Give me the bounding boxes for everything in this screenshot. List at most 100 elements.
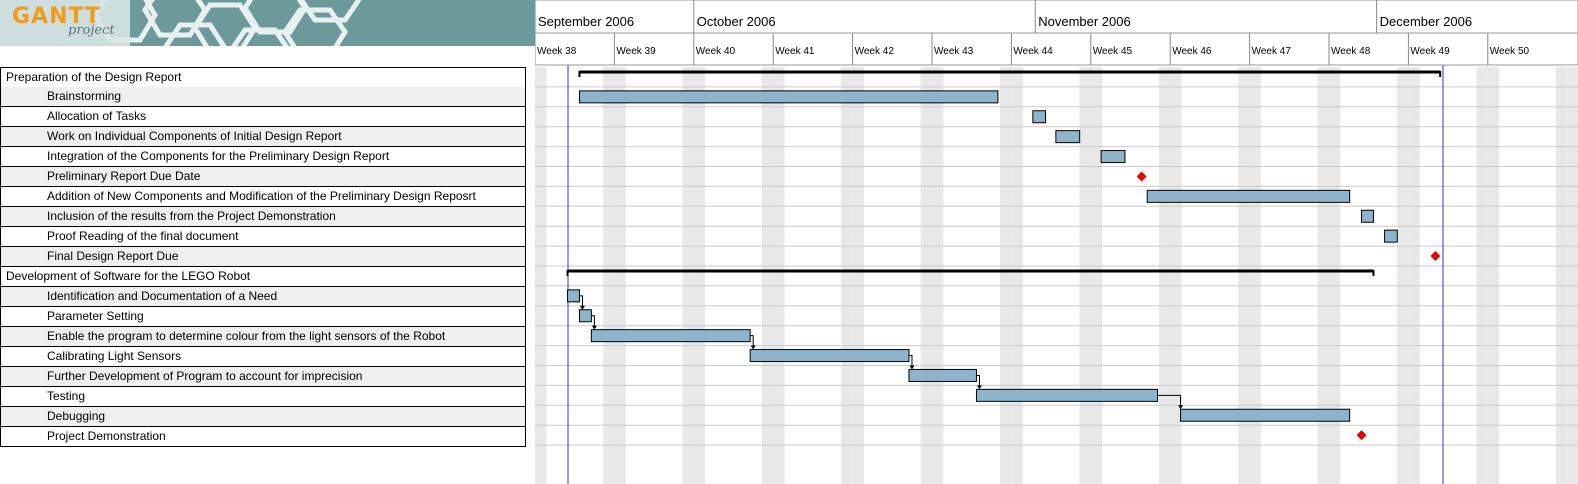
- dependency-arrow: [1157, 394, 1182, 407]
- task-name: Proof Reading of the final document: [47, 229, 239, 243]
- task-bar: [1146, 189, 1351, 203]
- week-label: Week 46: [1172, 46, 1212, 57]
- task-group-row[interactable]: Development of Software for the LEGO Rob…: [0, 267, 526, 287]
- dependency-arrowhead: [1178, 405, 1184, 410]
- gantt-chart-canvas: [535, 0, 1578, 484]
- weekend-stripe: [682, 67, 694, 484]
- week-label: Week 44: [1013, 46, 1053, 57]
- week-label: Week 42: [854, 46, 894, 57]
- task-name: Parameter Setting: [47, 309, 144, 323]
- task-bar: [908, 368, 977, 382]
- task-bar: [1384, 229, 1398, 243]
- task-row[interactable]: Integration of the Components for the Pr…: [0, 147, 526, 167]
- weekend-stripe: [1408, 67, 1420, 484]
- task-bar: [1361, 209, 1374, 223]
- weekend-stripe: [1397, 67, 1409, 484]
- weekend-stripe: [693, 67, 706, 484]
- task-row[interactable]: Addition of New Components and Modificat…: [0, 187, 526, 207]
- task-row[interactable]: Inclusion of the results from the Projec…: [0, 207, 526, 227]
- task-row[interactable]: Identification and Documentation of a Ne…: [0, 287, 526, 307]
- weekend-stripe: [1329, 67, 1341, 484]
- weekend-stripe: [1567, 67, 1578, 484]
- weekend-stripe: [1476, 67, 1488, 484]
- task-name: Project Demonstration: [47, 429, 166, 443]
- task-row[interactable]: Final Design Report Due: [0, 247, 526, 267]
- task-bar: [749, 349, 910, 363]
- dependency-arrowhead: [591, 325, 597, 330]
- weekend-stripe: [932, 67, 944, 484]
- task-bar: [1032, 110, 1047, 124]
- task-row[interactable]: Proof Reading of the final document: [0, 227, 526, 247]
- weekend-stripe: [761, 67, 774, 484]
- weekend-stripe: [1011, 67, 1023, 484]
- task-name: Development of Software for the LEGO Rob…: [6, 269, 251, 283]
- weekend-stripe: [852, 67, 864, 484]
- dependency-arrow: [750, 335, 754, 347]
- dependency-arrow: [579, 295, 583, 307]
- task-name: Further Development of Program to accoun…: [47, 369, 363, 383]
- task-name: Allocation of Tasks: [47, 109, 147, 123]
- task-name: Preliminary Report Due Date: [47, 169, 201, 183]
- weekend-stripe: [603, 67, 615, 484]
- task-name: Calibrating Light Sensors: [47, 349, 182, 363]
- task-bar: [1180, 408, 1351, 422]
- task-name: Inclusion of the results from the Projec…: [47, 209, 336, 223]
- dependency-arrowhead: [579, 305, 585, 310]
- task-name: Testing: [47, 389, 86, 403]
- task-name: Brainstorming: [47, 89, 122, 103]
- dependency-arrow: [591, 315, 595, 327]
- weekend-stripe: [920, 67, 932, 484]
- month-label: November 2006: [1038, 14, 1131, 29]
- milestone-marker: [1430, 251, 1441, 262]
- task-name: Work on Individual Components of Initial…: [47, 129, 342, 143]
- task-row[interactable]: Debugging: [0, 407, 526, 427]
- week-label: Week 39: [616, 46, 656, 57]
- dependency-arrowhead: [976, 385, 982, 390]
- weekend-stripe: [614, 67, 626, 484]
- dependency-arrow: [908, 355, 913, 367]
- task-row[interactable]: Parameter Setting: [0, 307, 526, 327]
- task-row[interactable]: Further Development of Program to accoun…: [0, 367, 526, 387]
- task-row[interactable]: Testing: [0, 387, 526, 407]
- task-row[interactable]: Project Demonstration: [0, 427, 526, 447]
- week-label: Week 49: [1410, 46, 1450, 57]
- task-bar: [578, 90, 999, 104]
- logo-brand-text: GANTT: [12, 4, 102, 29]
- task-name: Identification and Documentation of a Ne…: [47, 289, 278, 303]
- task-name: Addition of New Components and Modificat…: [47, 189, 476, 203]
- week-label: Week 43: [934, 46, 974, 57]
- weekend-stripe: [773, 67, 785, 484]
- task-row[interactable]: Enable the program to determine colour f…: [0, 327, 526, 347]
- task-row[interactable]: Preliminary Report Due Date: [0, 167, 526, 187]
- task-name: Enable the program to determine colour f…: [47, 329, 446, 343]
- task-group-row[interactable]: Preparation of the Design Report: [0, 67, 526, 88]
- task-bar: [590, 329, 751, 343]
- weekend-stripe: [1238, 67, 1250, 484]
- task-bar: [567, 289, 580, 303]
- dependency-arrowhead: [750, 345, 756, 350]
- month-label: September 2006: [538, 14, 635, 29]
- month-label: December 2006: [1379, 14, 1473, 29]
- week-label: Week 48: [1331, 46, 1371, 57]
- task-name: Preparation of the Design Report: [6, 70, 182, 84]
- weekend-stripe: [1158, 67, 1171, 484]
- week-label: Week 38: [537, 46, 577, 57]
- task-row[interactable]: Work on Individual Components of Initial…: [0, 127, 526, 147]
- month-label: October 2006: [696, 14, 776, 29]
- task-name: Final Design Report Due: [47, 249, 179, 263]
- task-row[interactable]: Allocation of Tasks: [0, 107, 526, 127]
- milestone-marker: [1356, 430, 1367, 441]
- week-label: Week 47: [1251, 46, 1291, 57]
- week-label: Week 50: [1489, 46, 1530, 57]
- task-row[interactable]: Brainstorming: [0, 87, 526, 107]
- task-row[interactable]: Calibrating Light Sensors: [0, 347, 526, 367]
- week-label: Week 40: [695, 46, 736, 57]
- gantt-chart: September 2006 October 2006 November 2006 D…: [535, 0, 1578, 484]
- hexagon-pattern-icon: [0, 0, 362, 46]
- week-header: [535, 32, 1578, 66]
- weekend-stripe: [1000, 67, 1012, 484]
- task-bar: [1055, 130, 1081, 144]
- logo-sub-text: project: [68, 23, 115, 38]
- weekend-stripe: [1555, 67, 1568, 484]
- weekend-stripe: [1079, 67, 1091, 484]
